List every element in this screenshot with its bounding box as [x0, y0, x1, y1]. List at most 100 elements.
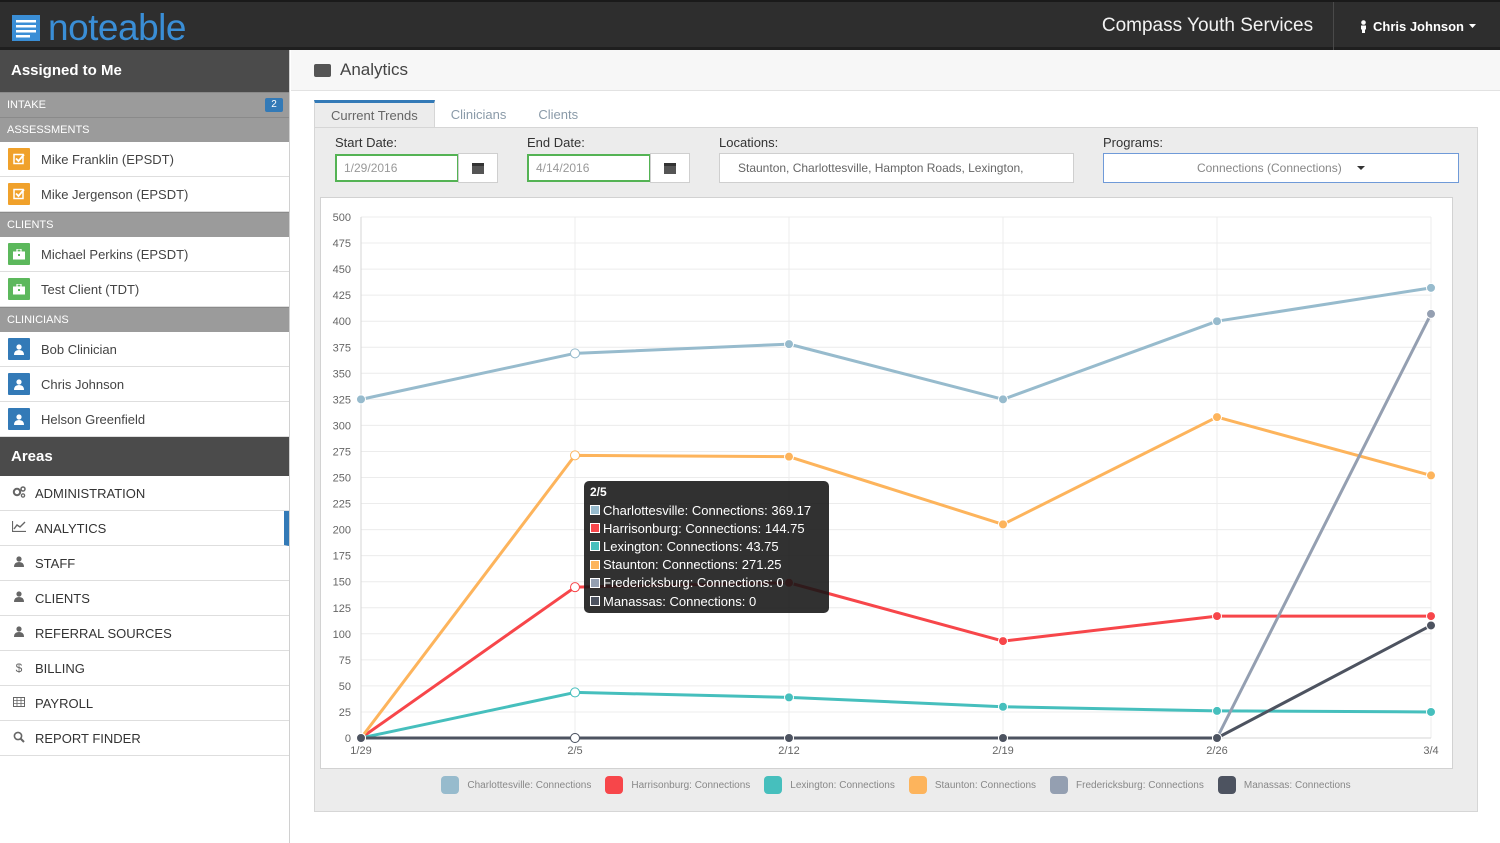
data-point: [356, 394, 366, 405]
y-tick-label: 100: [333, 629, 351, 641]
data-point: [784, 692, 794, 703]
tooltip-text: Fredericksburg: Connections: 0: [603, 575, 784, 591]
y-tick-label: 75: [339, 655, 351, 667]
nav-administration[interactable]: ADMINISTRATION: [0, 476, 289, 511]
list-item-helson-greenfield[interactable]: Helson Greenfield: [0, 402, 289, 437]
y-tick-label: 250: [333, 473, 351, 485]
legend-item[interactable]: Manassas: Connections: [1217, 776, 1351, 794]
start-date-input[interactable]: 1/29/2016: [335, 154, 459, 182]
section-assessments[interactable]: ASSESSMENTS: [0, 117, 289, 142]
table-icon: [11, 696, 27, 710]
legend-label: Manassas: Connections: [1243, 779, 1351, 791]
user-icon: [8, 338, 30, 360]
nav-clients[interactable]: CLIENTS: [0, 581, 289, 616]
data-point: [356, 733, 366, 743]
nav-label: CLIENTS: [35, 590, 90, 606]
data-point: [1426, 611, 1436, 622]
main-content: Analytics Current Trends Clinicians Clie…: [291, 50, 1500, 843]
tooltip-text: Manassas: Connections: 0: [603, 593, 757, 609]
legend-label: Lexington: Connections: [790, 779, 895, 791]
list-item-label: Michael Perkins (EPSDT): [41, 246, 189, 262]
data-point: [1212, 705, 1222, 716]
tooltip-title: 2/5: [590, 485, 607, 499]
legend-item[interactable]: Staunton: Connections: [908, 776, 1037, 794]
nav-staff[interactable]: STAFF: [0, 546, 289, 581]
section-clinicians[interactable]: CLINICIANS: [0, 307, 289, 332]
analytics-panel: Start Date: 1/29/2016 End Date: 4/14/201…: [314, 127, 1478, 812]
checkbox-icon: [8, 148, 30, 170]
start-date-calendar-button[interactable]: [458, 153, 498, 183]
tab-clients[interactable]: Clients: [538, 107, 579, 122]
chart-tooltip: 2/5 Charlottesville: Connections: 369.17…: [584, 481, 829, 613]
section-intake[interactable]: INTAKE 2: [0, 92, 289, 117]
nav-report-finder[interactable]: REPORT FINDER: [0, 721, 289, 756]
nav-label: ADMINISTRATION: [35, 485, 146, 501]
legend-item[interactable]: Charlottesville: Connections: [441, 776, 591, 794]
tab-clinicians[interactable]: Clinicians: [450, 107, 507, 122]
programs-dropdown[interactable]: Connections (Connections): [1103, 153, 1459, 183]
list-item-label: Chris Johnson: [41, 376, 125, 392]
nav-billing[interactable]: $ BILLING: [0, 651, 289, 686]
legend-item[interactable]: Fredericksburg: Connections: [1050, 776, 1204, 794]
y-tick-label: 200: [333, 525, 351, 537]
data-point: [998, 733, 1008, 743]
user-menu[interactable]: Chris Johnson: [1333, 2, 1500, 50]
tooltip-text: Staunton: Connections: 271.25: [603, 557, 782, 573]
tooltip-row: Charlottesville: Connections: 369.17: [590, 501, 823, 519]
section-clients[interactable]: CLIENTS: [0, 212, 289, 237]
tooltip-row: Fredericksburg: Connections: 0: [590, 574, 823, 592]
y-tick-label: 225: [333, 499, 351, 511]
data-point: [998, 701, 1008, 712]
logo-text: noteable: [48, 7, 186, 48]
legend-item[interactable]: Harrisonburg: Connections: [605, 776, 750, 794]
series-line-5: [361, 624, 1432, 740]
list-item-mike-jergenson[interactable]: Mike Jergenson (EPSDT): [0, 177, 289, 212]
list-item-bob-clinician[interactable]: Bob Clinician: [0, 332, 289, 367]
data-point: [1426, 470, 1436, 481]
locations-label: Locations:: [719, 135, 779, 150]
chart-legend: Charlottesville: Connections Harrisonburg…: [315, 776, 1477, 794]
y-tick-label: 0: [345, 733, 351, 745]
legend-label: Staunton: Connections: [934, 779, 1037, 791]
user-icon: [8, 373, 30, 395]
y-tick-label: 375: [333, 342, 351, 354]
legend-label: Harrisonburg: Connections: [631, 779, 751, 791]
list-item-test-client[interactable]: Test Client (TDT): [0, 272, 289, 307]
programs-selected-value: Connections (Connections): [1196, 161, 1342, 175]
tab-bar: Current Trends Clinicians Clients: [314, 100, 594, 129]
line-chart-icon: [11, 521, 27, 535]
tooltip-swatch: [590, 523, 600, 534]
nav-analytics[interactable]: ANALYTICS: [0, 511, 289, 546]
dollar-icon: $: [15, 661, 23, 675]
list-item-chris-johnson[interactable]: Chris Johnson: [0, 367, 289, 402]
legend-item[interactable]: Lexington: Connections: [764, 776, 895, 794]
list-item-label: Mike Franklin (EPSDT): [41, 151, 174, 167]
app-logo[interactable]: noteable: [12, 7, 186, 48]
tooltip-text: Charlottesville: Connections: 369.17: [603, 502, 812, 518]
legend-label: Charlottesville: Connections: [467, 779, 592, 791]
x-tick-label: 2/12: [778, 745, 799, 757]
sidebar-title: Assigned to Me: [0, 50, 289, 92]
locations-multiselect[interactable]: Staunton, Charlottesville, Hampton Roads…: [719, 153, 1074, 183]
data-point: [784, 451, 794, 462]
y-tick-label: 500: [333, 212, 351, 224]
tooltip-row: Staunton: Connections: 271.25: [590, 556, 823, 574]
end-date-input[interactable]: 4/14/2016: [527, 154, 651, 182]
nav-label: BILLING: [35, 660, 85, 676]
list-item-mike-franklin[interactable]: Mike Franklin (EPSDT): [0, 142, 289, 177]
y-tick-label: 275: [333, 446, 351, 458]
list-item-michael-perkins[interactable]: Michael Perkins (EPSDT): [0, 237, 289, 272]
section-label: INTAKE: [7, 99, 46, 111]
nav-payroll[interactable]: PAYROLL: [0, 686, 289, 721]
nav-referral-sources[interactable]: REFERRAL SOURCES: [0, 616, 289, 651]
caret-down-icon: [1469, 23, 1476, 28]
data-point: [784, 733, 794, 743]
y-tick-label: 325: [333, 394, 351, 406]
search-icon: [11, 731, 27, 746]
legend-swatch: [1050, 776, 1069, 794]
end-date-calendar-button[interactable]: [650, 153, 690, 183]
section-label: CLIENTS: [7, 219, 54, 231]
tab-current-trends[interactable]: Current Trends: [314, 100, 435, 129]
data-point: [1212, 316, 1222, 327]
tooltip-swatch: [590, 577, 600, 588]
